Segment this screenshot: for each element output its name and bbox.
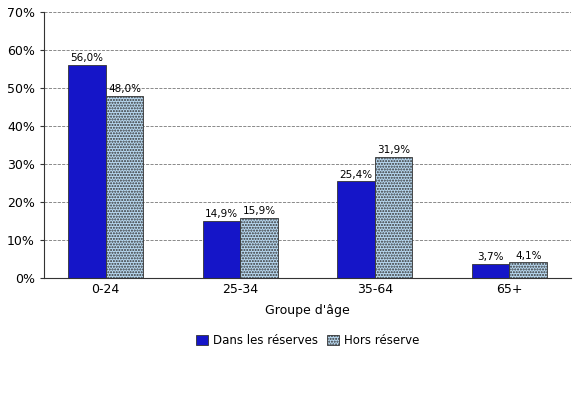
Bar — [68, 65, 106, 278]
Bar — [337, 181, 375, 278]
Bar — [202, 222, 240, 278]
Bar — [509, 262, 547, 278]
Text: 4,1%: 4,1% — [515, 251, 542, 260]
Text: 48,0%: 48,0% — [108, 84, 141, 94]
Bar — [240, 217, 278, 278]
Bar — [472, 264, 509, 278]
Bar — [375, 157, 413, 278]
Text: 56,0%: 56,0% — [71, 53, 103, 63]
Bar — [106, 96, 143, 278]
Text: 14,9%: 14,9% — [205, 209, 238, 220]
Text: 31,9%: 31,9% — [377, 145, 410, 155]
Text: 15,9%: 15,9% — [243, 206, 276, 216]
Legend: Dans les réserves, Hors réserve: Dans les réserves, Hors réserve — [191, 330, 424, 352]
X-axis label: Groupe d'âge: Groupe d'âge — [265, 304, 350, 317]
Text: 25,4%: 25,4% — [339, 170, 373, 179]
Text: 3,7%: 3,7% — [477, 252, 504, 262]
